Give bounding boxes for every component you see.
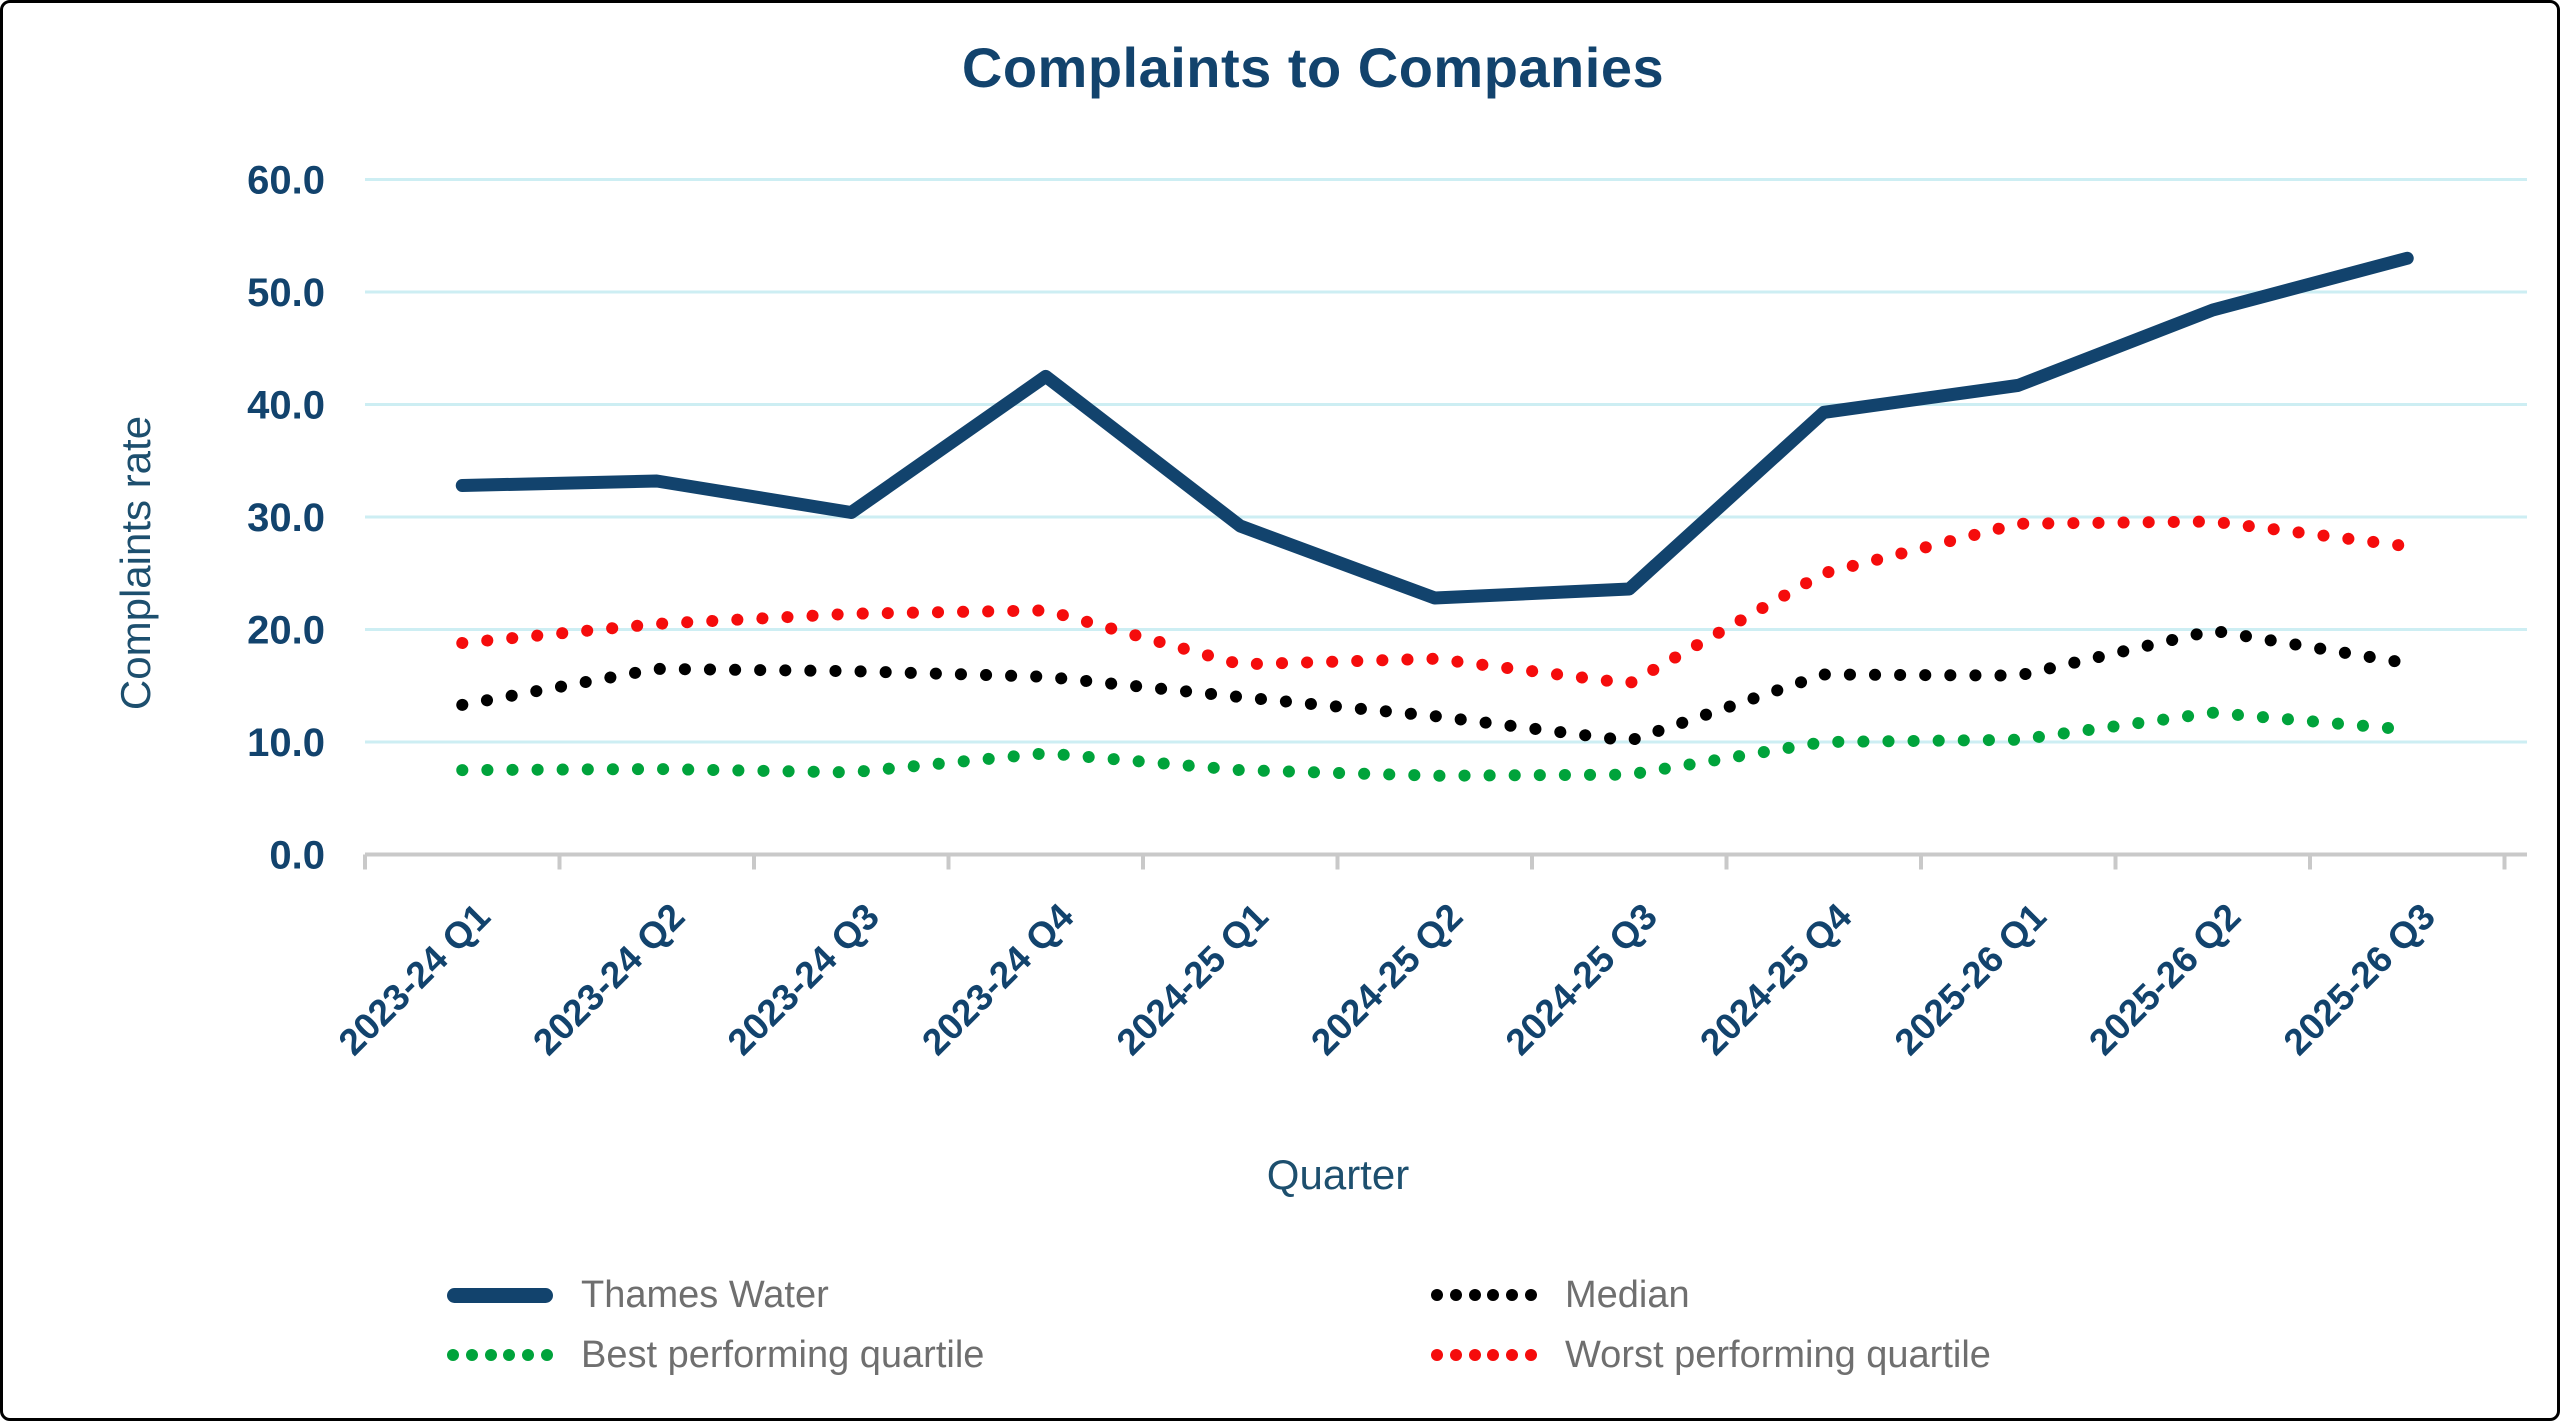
- legend-item-median[interactable]: Median: [1431, 1273, 1690, 1317]
- x-tick-label: 2024-25 Q3: [1498, 896, 1665, 1063]
- y-tick-label: 20.0: [247, 609, 325, 653]
- y-tick-labels: 60.0 50.0 40.0 30.0 20.0 10.0 0.0: [247, 159, 325, 878]
- legend-label: Best performing quartile: [581, 1333, 985, 1376]
- x-tick-label: 2024-25 Q1: [1109, 896, 1276, 1063]
- x-tick-label: 2024-25 Q4: [1692, 895, 1859, 1062]
- series-line-worst-performing-quartile: [456, 515, 2414, 690]
- x-tick-label: 2025-26 Q2: [2081, 896, 2248, 1063]
- y-tick-label: 40.0: [247, 384, 325, 428]
- legend-item-best-performing-quartile[interactable]: Best performing quartile: [447, 1333, 984, 1377]
- x-tick-label: 2025-26 Q1: [1887, 896, 2054, 1063]
- x-tick-label: 2025-26 Q3: [2276, 896, 2443, 1063]
- legend-swatch-solid-line: [447, 1287, 553, 1303]
- y-tick-label: 30.0: [247, 496, 325, 540]
- legend-label: Thames Water: [581, 1273, 829, 1316]
- x-tick-label: 2023-24 Q2: [525, 896, 692, 1063]
- legend-swatch-dotted-line: [1431, 1349, 1537, 1361]
- legend-swatch-dotted-line: [1431, 1289, 1537, 1301]
- legend-label: Worst performing quartile: [1565, 1333, 1991, 1376]
- y-tick-label: 50.0: [247, 271, 325, 315]
- legend-item-worst-performing-quartile[interactable]: Worst performing quartile: [1431, 1333, 1991, 1377]
- y-tick-label: 60.0: [247, 159, 325, 203]
- series-line-thames-water: [455, 251, 2414, 605]
- x-tick-label: 2024-25 Q2: [1303, 896, 1470, 1063]
- x-tick-label: 2023-24 Q4: [914, 895, 1081, 1062]
- x-tick-label: 2023-24 Q1: [331, 896, 498, 1063]
- x-axis: [363, 852, 2527, 870]
- x-tick-labels: 2023-24 Q1 2023-24 Q2 2023-24 Q3 2023-24 Q4…: [331, 895, 2443, 1062]
- chart-title: Complaints to Companies: [961, 36, 1665, 99]
- x-tick-label: 2023-24 Q3: [720, 896, 887, 1063]
- y-tick-label: 10.0: [247, 721, 325, 765]
- series-line-median: [456, 624, 2414, 747]
- gridlines: [365, 178, 2527, 744]
- series-line-best-performing-quartile: [456, 706, 2414, 782]
- x-axis-title: Quarter: [1266, 1151, 1410, 1198]
- legend-item-thames-water[interactable]: Thames Water: [447, 1273, 829, 1317]
- y-tick-label: 0.0: [269, 834, 325, 878]
- legend-label: Median: [1565, 1273, 1690, 1316]
- legend-swatch-dotted-line: [447, 1349, 553, 1361]
